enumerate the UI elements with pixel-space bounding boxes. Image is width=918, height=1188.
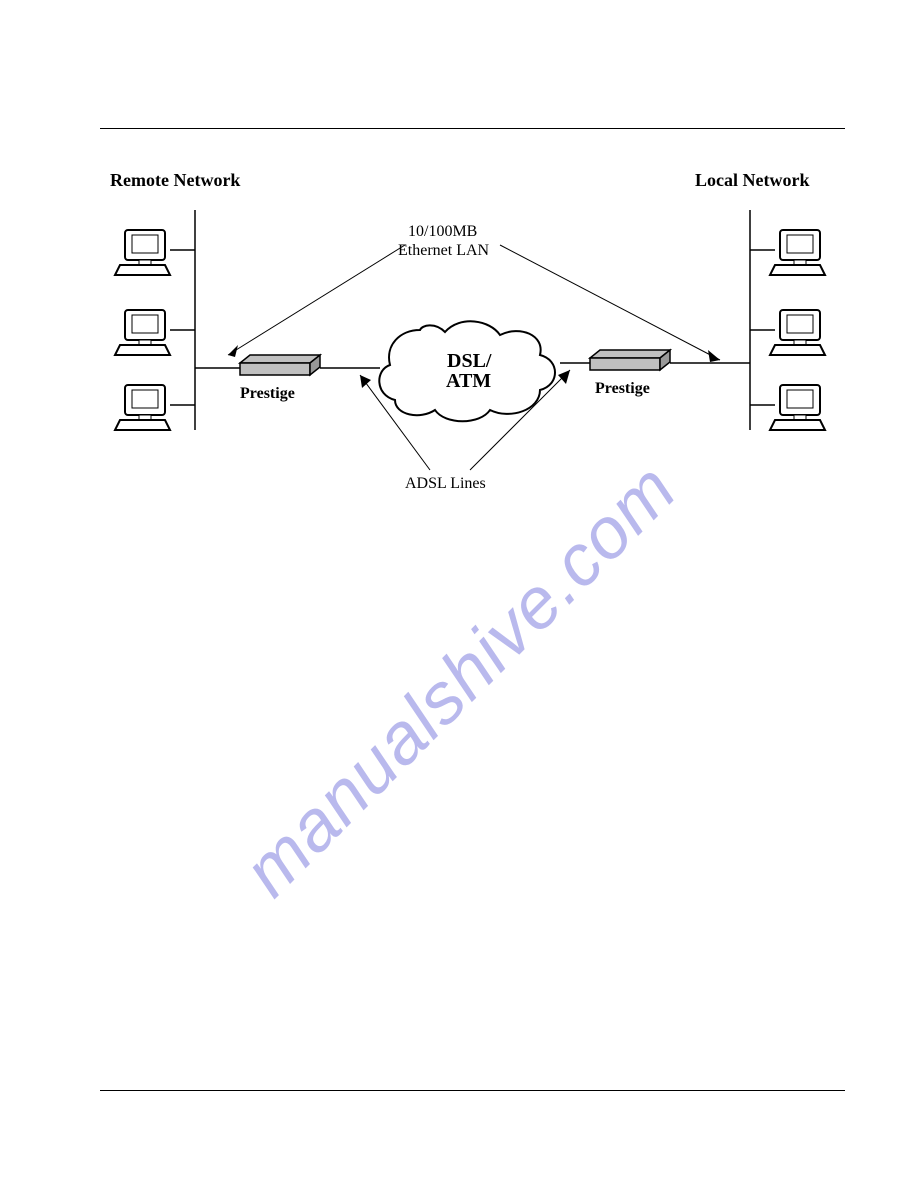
horizontal-rule-bottom bbox=[100, 1090, 845, 1091]
ethernet-label-2: Ethernet LAN bbox=[398, 242, 489, 260]
ethernet-label-1: 10/100MB bbox=[408, 223, 477, 241]
cloud-label-2: ATM bbox=[446, 370, 491, 393]
network-diagram: Remote Network Local Network 10/100MB Et… bbox=[100, 160, 845, 520]
adsl-label: ADSL Lines bbox=[405, 475, 486, 493]
remote-network-title: Remote Network bbox=[110, 170, 240, 191]
local-network-title: Local Network bbox=[695, 170, 809, 191]
horizontal-rule-top bbox=[100, 128, 845, 129]
right-device-label: Prestige bbox=[595, 380, 650, 398]
left-device-label: Prestige bbox=[240, 385, 295, 403]
